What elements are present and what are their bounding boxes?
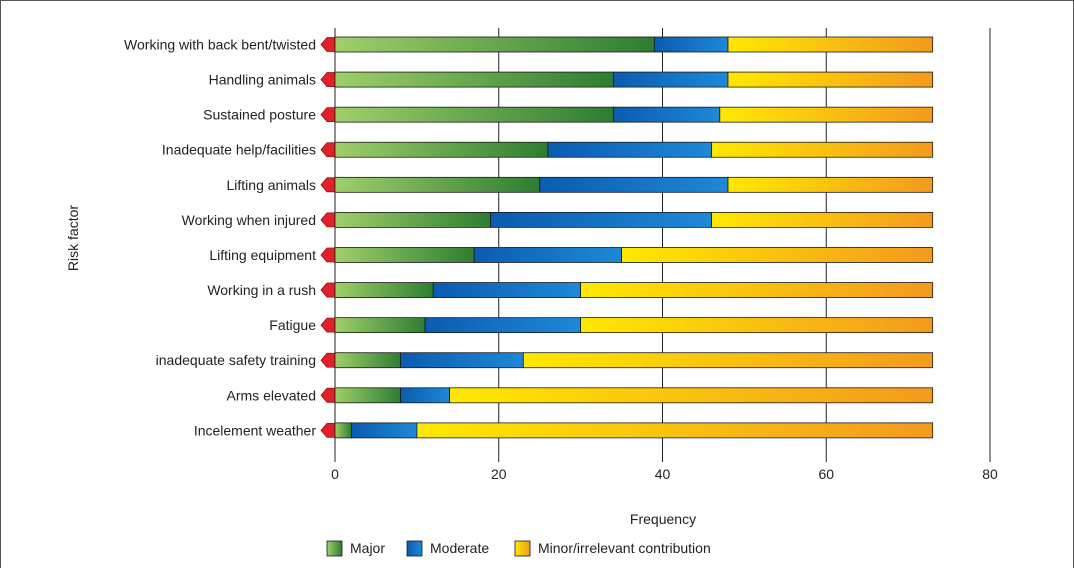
bar-minor-irrelevant-contribution-working-with-back-bent-twisted (727, 36, 934, 53)
row-marker-lifting-animals (320, 177, 336, 193)
category-label-sustained-posture: Sustained posture (203, 107, 316, 123)
bar-minor-irrelevant-contribution-inadequate-help-facilities (711, 141, 934, 158)
bar-major-fatigue (334, 317, 426, 334)
bars (320, 36, 934, 439)
row-marker-working-with-back-bent-twisted (320, 37, 336, 52)
bar-moderate-working-in-a-rush (432, 282, 582, 298)
bar-minor-irrelevant-contribution-fatigue (580, 317, 934, 334)
bar-moderate-inadequate-safety-training (400, 352, 524, 369)
bar-major-lifting-equipment (334, 247, 475, 263)
legend-label-minor-irrelevant-contribution: Minor/irrelevant contribution (538, 540, 711, 556)
category-label-handling-animals: Handling animals (209, 72, 316, 88)
bar-minor-irrelevant-contribution-lifting-equipment (621, 247, 934, 263)
category-label-working-with-back-bent-twisted: Working with back bent/twisted (124, 37, 316, 53)
row-marker-incelement-weather (320, 422, 336, 438)
category-labels: Working with back bent/twisted Handling a… (124, 37, 316, 439)
bar-moderate-fatigue (424, 317, 582, 334)
bar-moderate-arms-elevated (400, 387, 451, 404)
row-marker-handling-animals (320, 72, 336, 87)
x-tick-40: 40 (655, 466, 671, 482)
legend-swatch-minor-irrelevant-contribution (514, 540, 531, 557)
category-label-lifting-animals: Lifting animals (227, 177, 317, 193)
x-axis-label: Frequency (630, 511, 696, 527)
category-label-working-when-injured: Working when injured (182, 212, 316, 228)
bar-moderate-sustained-posture (612, 106, 721, 123)
category-label-arms-elevated: Arms elevated (227, 387, 316, 403)
bar-minor-irrelevant-contribution-working-in-a-rush (580, 282, 934, 298)
x-tick-0: 0 (331, 466, 339, 482)
x-tick-60: 60 (818, 466, 834, 482)
bar-minor-irrelevant-contribution-handling-animals (727, 71, 934, 88)
category-label-fatigue: Fatigue (269, 317, 316, 333)
bar-major-inadequate-help-facilities (334, 141, 549, 158)
row-marker-lifting-equipment (320, 247, 336, 263)
x-tick-labels: 0 20 40 60 80 (331, 466, 998, 482)
y-axis-label: Risk factor (65, 205, 81, 271)
legend-label-major: Major (350, 540, 385, 556)
bar-minor-irrelevant-contribution-lifting-animals (727, 176, 934, 193)
bar-major-inadequate-safety-training (334, 352, 401, 369)
bar-minor-irrelevant-contribution-sustained-posture (719, 106, 934, 123)
bar-minor-irrelevant-contribution-arms-elevated (449, 387, 934, 404)
bar-major-working-when-injured (334, 211, 491, 228)
legend-swatch-major (326, 540, 343, 557)
row-marker-working-when-injured (320, 212, 336, 228)
category-label-inadequate-help-facilities: Inadequate help/facilities (162, 142, 316, 158)
row-marker-inadequate-help-facilities (320, 142, 336, 158)
bar-major-working-in-a-rush (334, 282, 434, 298)
bar-moderate-incelement-weather (350, 422, 418, 439)
legend-label-moderate: Moderate (430, 540, 489, 556)
bar-major-handling-animals (334, 71, 614, 88)
x-tick-20: 20 (491, 466, 507, 482)
bar-moderate-working-when-injured (490, 211, 713, 228)
bar-minor-irrelevant-contribution-incelement-weather (416, 422, 934, 439)
row-marker-arms-elevated (320, 387, 336, 403)
category-label-inadequate-safety-training: inadequate safety training (156, 352, 316, 368)
bar-major-arms-elevated (334, 387, 401, 404)
bar-minor-irrelevant-contribution-inadequate-safety-training (522, 352, 934, 369)
row-marker-fatigue (320, 317, 336, 333)
legend-swatch-moderate (406, 540, 423, 557)
bar-major-working-with-back-bent-twisted (334, 36, 655, 53)
category-label-lifting-equipment: Lifting equipment (209, 247, 316, 263)
bar-major-incelement-weather (334, 422, 352, 439)
bar-moderate-lifting-equipment (473, 247, 622, 263)
bar-minor-irrelevant-contribution-working-when-injured (711, 211, 934, 228)
category-label-incelement-weather: Incelement weather (194, 422, 317, 438)
bar-moderate-handling-animals (612, 71, 729, 88)
row-marker-working-in-a-rush (320, 282, 336, 298)
row-marker-inadequate-safety-training (320, 352, 336, 368)
x-tick-80: 80 (982, 466, 998, 482)
bar-moderate-lifting-animals (539, 176, 729, 193)
bar-major-lifting-animals (334, 176, 541, 193)
bar-major-sustained-posture (334, 106, 614, 123)
bar-moderate-inadequate-help-facilities (547, 141, 713, 158)
legend: Major Moderate Minor/irrelevant contributi… (326, 540, 711, 557)
bar-moderate-working-with-back-bent-twisted (653, 36, 729, 53)
category-label-working-in-a-rush: Working in a rush (207, 282, 316, 298)
row-marker-sustained-posture (320, 107, 336, 123)
